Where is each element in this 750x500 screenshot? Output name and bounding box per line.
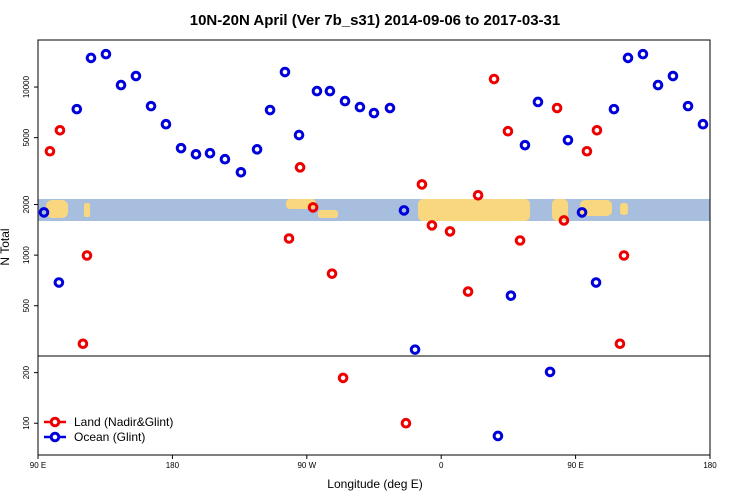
- point: [190, 148, 202, 160]
- x-tick-label: 180: [166, 461, 180, 470]
- point: [558, 215, 570, 226]
- point: [426, 220, 438, 231]
- ocean-band: [38, 199, 710, 221]
- point: [614, 338, 626, 350]
- x-tick-label: 90 E: [567, 461, 583, 470]
- point: [219, 153, 231, 165]
- legend-label: Ocean (Glint): [74, 430, 145, 444]
- point: [400, 417, 412, 429]
- point: [354, 101, 366, 113]
- point: [160, 118, 172, 130]
- point: [81, 250, 93, 261]
- plot-frame: [37, 39, 711, 456]
- point: [115, 79, 127, 91]
- point: [130, 70, 142, 82]
- point: [85, 52, 97, 64]
- point: [682, 100, 694, 112]
- map-band: [38, 199, 710, 221]
- legend-label: Land (Nadir&Glint): [74, 415, 173, 429]
- land-shape: [620, 203, 628, 215]
- point: [175, 142, 187, 154]
- point: [618, 250, 630, 261]
- land-shape: [46, 200, 68, 218]
- point: [38, 207, 50, 218]
- point: [581, 145, 593, 157]
- y-axis-label: N Total: [0, 228, 12, 265]
- marks: [38, 48, 709, 442]
- point: [384, 102, 396, 114]
- point: [697, 118, 709, 130]
- point: [279, 66, 291, 78]
- point: [590, 277, 602, 288]
- legend-marker: [49, 416, 61, 428]
- point: [622, 52, 634, 64]
- y-tick-label: 1000: [22, 246, 31, 264]
- point: [398, 205, 410, 216]
- point: [551, 102, 563, 114]
- point: [54, 124, 66, 136]
- point: [53, 277, 65, 288]
- point: [576, 207, 588, 218]
- y-tick-label: 10000: [22, 75, 31, 98]
- legend-marker: [49, 431, 61, 443]
- point: [293, 129, 305, 141]
- point: [339, 95, 351, 107]
- x-tick-label: 0: [439, 461, 444, 470]
- point: [532, 96, 544, 108]
- point: [492, 430, 504, 442]
- point: [235, 167, 247, 178]
- point: [544, 366, 556, 378]
- point: [311, 85, 323, 97]
- point: [505, 290, 517, 301]
- point: [416, 179, 428, 190]
- point: [591, 124, 603, 136]
- point: [337, 372, 349, 384]
- land-shape: [580, 200, 612, 216]
- land-shape: [418, 199, 530, 221]
- land-shape: [318, 210, 338, 218]
- y-tick-label: 2000: [22, 195, 31, 213]
- point: [368, 107, 380, 119]
- x-tick-label: 90 W: [297, 461, 316, 470]
- y-tick-label: 100: [22, 416, 31, 430]
- point: [307, 202, 319, 213]
- point: [608, 103, 620, 115]
- point: [71, 103, 83, 115]
- point: [326, 268, 338, 279]
- point: [294, 162, 306, 173]
- point: [502, 125, 514, 137]
- point: [652, 79, 664, 91]
- point: [324, 85, 336, 97]
- point: [637, 48, 649, 60]
- y-tick-label: 200: [22, 365, 31, 379]
- point: [667, 70, 679, 82]
- y-tick-label: 500: [22, 299, 31, 313]
- point: [562, 134, 574, 146]
- point: [514, 235, 526, 246]
- chart-title: 10N-20N April (Ver 7b_s31) 2014-09-06 to…: [190, 12, 560, 29]
- x-tick-label: 180: [703, 461, 717, 470]
- point: [462, 286, 474, 297]
- point: [145, 100, 157, 112]
- point: [488, 73, 500, 85]
- point: [44, 145, 56, 157]
- land-shape: [84, 203, 90, 217]
- x-tick-label: 90 E: [30, 461, 46, 470]
- point: [519, 139, 531, 151]
- point: [444, 226, 456, 237]
- y-tick-label: 5000: [22, 128, 31, 146]
- point: [283, 233, 295, 244]
- point: [472, 189, 484, 201]
- x-axis-label: Longitude (deg E): [327, 477, 422, 491]
- point: [204, 147, 216, 159]
- point: [77, 338, 89, 350]
- point: [100, 48, 112, 60]
- point: [251, 144, 263, 155]
- point: [409, 344, 421, 355]
- point: [264, 104, 276, 116]
